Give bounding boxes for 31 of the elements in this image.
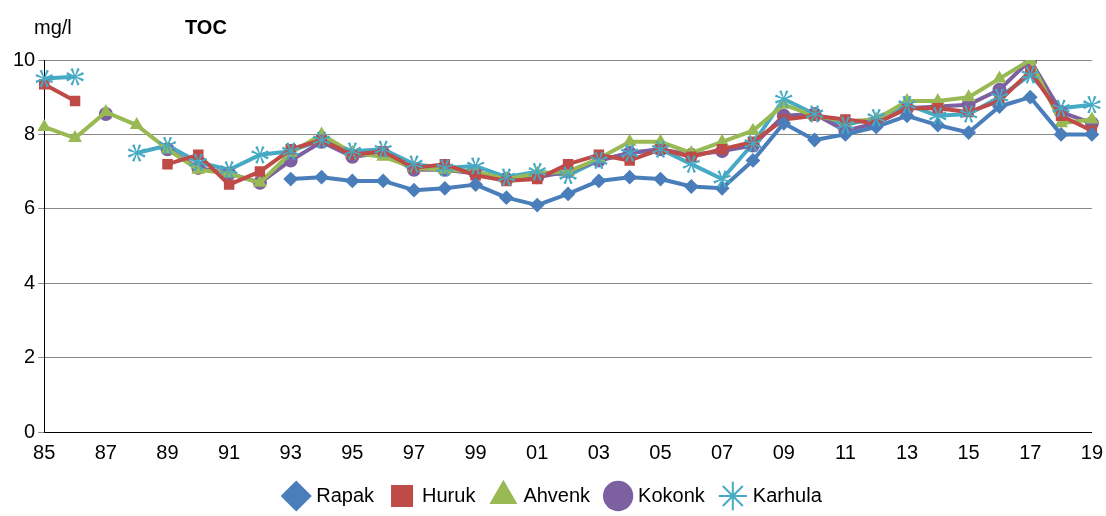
x-tick-label: 99 — [464, 440, 487, 463]
x-tick-label: 01 — [526, 440, 549, 463]
x-tick-label: 13 — [895, 440, 919, 463]
x-tick-label: 93 — [279, 440, 302, 463]
x-tick-label: 95 — [341, 440, 364, 463]
y-tick-label: 10 — [13, 47, 36, 70]
legend-label: Huruk — [422, 483, 477, 506]
x-tick-label: 91 — [218, 440, 241, 463]
x-tick-label: 87 — [94, 440, 117, 463]
x-tick-label: 89 — [156, 440, 179, 463]
x-tick-label: 07 — [711, 440, 734, 463]
y-tick-label: 6 — [24, 196, 36, 219]
x-tick-label: 19 — [1080, 440, 1103, 463]
legend-label: Rapak — [316, 483, 376, 506]
x-tick-label: 97 — [402, 440, 426, 463]
legend-label: Kokonk — [638, 483, 706, 506]
y-axis-title: mg/l — [34, 16, 72, 39]
x-tick-label: 03 — [587, 440, 610, 463]
x-tick-label: 85 — [33, 440, 56, 463]
y-tick-label: 8 — [24, 121, 36, 144]
x-tick-label: 09 — [772, 440, 795, 463]
x-tick-label: 17 — [1019, 440, 1042, 463]
y-tick-label: 0 — [24, 419, 36, 442]
legend-label: Ahvenk — [523, 483, 592, 506]
x-tick-label: 11 — [834, 440, 856, 463]
chart-title: TOC — [185, 16, 227, 39]
legend-label: Karhula — [752, 483, 823, 506]
x-tick-label: 05 — [649, 440, 672, 463]
x-tick-label: 15 — [957, 440, 980, 463]
y-tick-label: 2 — [24, 345, 36, 368]
y-tick-label: 4 — [24, 270, 36, 293]
